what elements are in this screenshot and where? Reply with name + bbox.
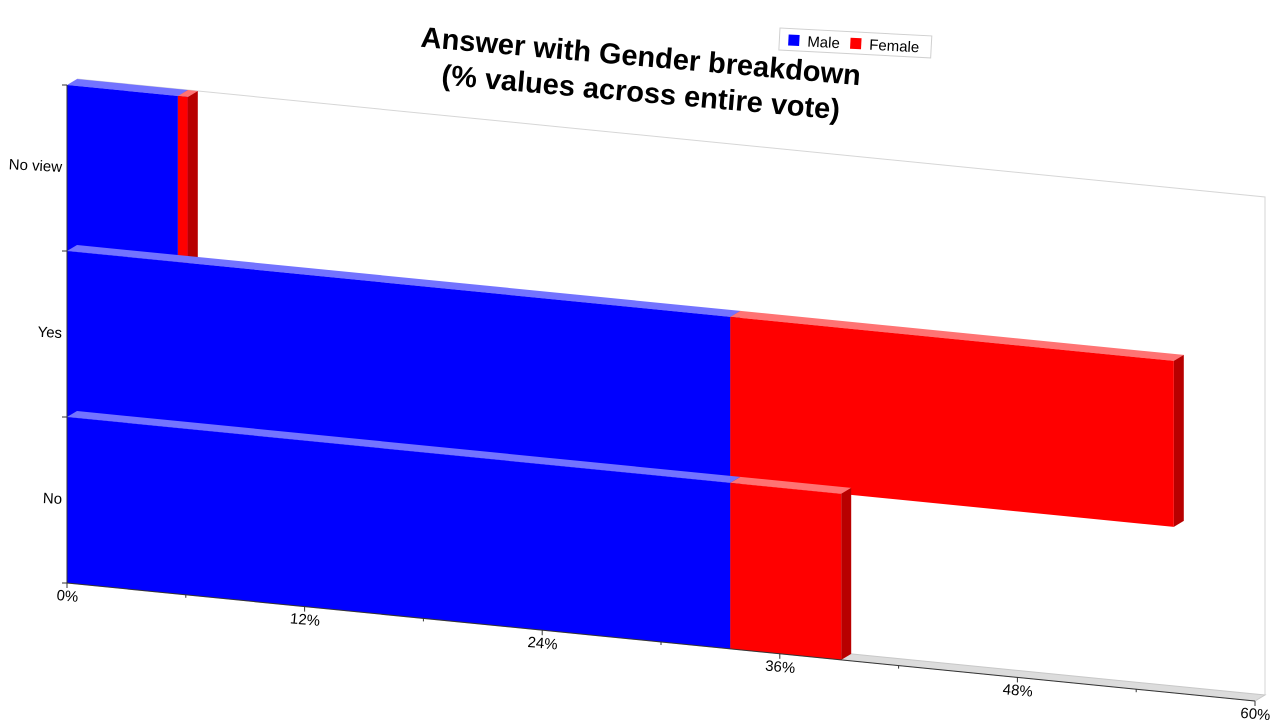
bar-female-1 — [730, 316, 1174, 527]
plot-back-border — [76, 78, 1266, 695]
bar-male-1 — [67, 251, 731, 483]
bars-group — [67, 79, 1184, 660]
bar-female-0 — [730, 482, 842, 660]
bar-top-male-2 — [67, 79, 188, 96]
value-tick-label-0: 0% — [56, 587, 79, 606]
value-tick-label-2: 24% — [527, 634, 558, 654]
bar-top-male-1 — [67, 245, 741, 317]
legend-label-female: Female — [869, 37, 920, 57]
value-tick-label-3: 36% — [764, 658, 795, 678]
bar-side-female-2 — [187, 91, 198, 263]
bar-male-0 — [67, 417, 731, 649]
bar-top-male-0 — [67, 411, 741, 483]
bar-side-female-0 — [841, 487, 852, 660]
bar-group-female-0 — [730, 476, 852, 660]
value-tick-label-4: 48% — [1002, 681, 1033, 701]
bar-group-female-1 — [730, 310, 1184, 527]
legend: Male Female — [778, 27, 933, 59]
bar-side-female-1 — [1173, 354, 1184, 527]
bar-group-male-2 — [67, 79, 188, 262]
legend-label-male: Male — [807, 33, 840, 52]
bar-female-2 — [177, 96, 188, 263]
value-tick-label-5: 60% — [1240, 705, 1271, 720]
bar-top-female-1 — [730, 310, 1184, 361]
category-label-no: No — [42, 490, 62, 508]
legend-swatch-female — [850, 37, 862, 50]
category-label-yes: Yes — [37, 324, 62, 342]
bar-group-female-2 — [177, 90, 198, 263]
axes-group: No Yes No view 0% 12% 24% 36% 48% 60% — [8, 84, 1271, 720]
value-tick-label-1: 12% — [289, 610, 320, 630]
legend-swatch-male — [788, 34, 800, 47]
category-label-no-view: No view — [8, 156, 62, 176]
bar-male-2 — [67, 85, 178, 262]
bar-top-female-2 — [177, 90, 198, 97]
bar-top-female-0 — [730, 476, 852, 494]
